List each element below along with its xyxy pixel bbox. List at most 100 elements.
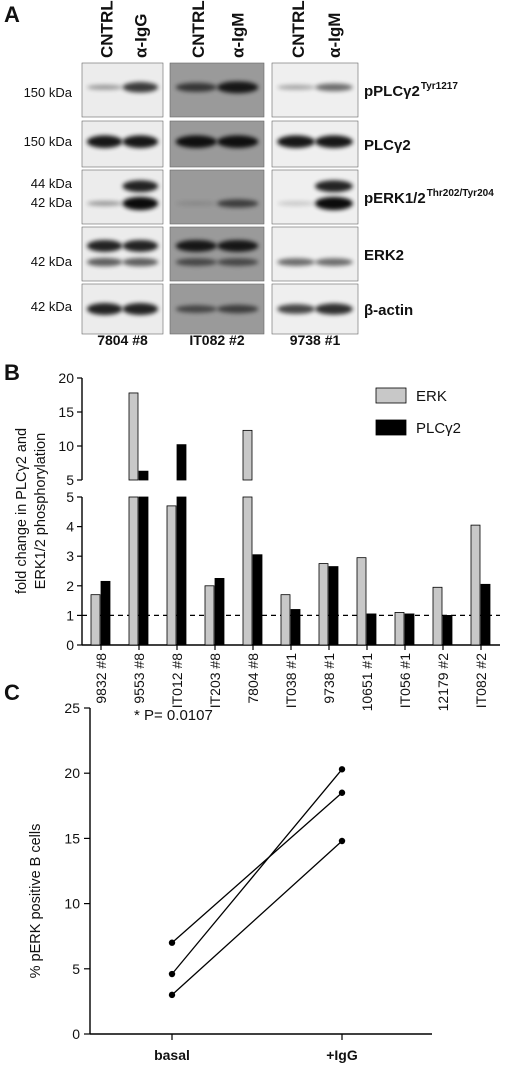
blot-band (175, 258, 218, 266)
protein-label: pPLCγ2 (364, 83, 420, 100)
molecular-weight-label: 150 kDa (24, 134, 73, 149)
blot-band (86, 135, 123, 148)
y-axis-title: % pERK positive B cells (28, 824, 44, 979)
blot-band (315, 180, 353, 193)
chart-c: 0 5 10 15 20 25 basal +IgG % pERK positive B cel… (28, 700, 432, 1063)
bar (366, 613, 377, 646)
data-point (168, 991, 176, 999)
blot-band (217, 81, 259, 94)
lane-label: CNTRL (97, 0, 116, 58)
blot-strip (81, 226, 164, 282)
molecular-weight-label: 42 kDa (31, 299, 73, 314)
blot-area: CNTRL α-IgG 7804 #8 CNTRL α-IgM IT082 #2 CNTRL… (24, 0, 495, 348)
blot-band (315, 258, 353, 266)
blot-band (122, 303, 159, 315)
bar (138, 496, 149, 646)
protein-superscript: Tyr1217 (421, 81, 459, 92)
bar (128, 496, 139, 646)
blot-band (217, 304, 259, 314)
data-point (168, 939, 176, 946)
bar-upper-segment (176, 444, 187, 481)
x-tick-label: basal (154, 1047, 190, 1063)
y-tick-label: 5 (66, 489, 74, 505)
bar (242, 496, 253, 646)
blot-band (315, 196, 353, 211)
protein-label: PLCγ2 (364, 137, 411, 154)
blot-strip (169, 226, 265, 282)
data-point (338, 837, 346, 845)
blot-band (86, 303, 123, 315)
y-tick-label: 0 (72, 1026, 80, 1042)
bar (90, 594, 101, 646)
y-tick-label: 20 (64, 765, 80, 781)
y-tick-label: 1 (66, 607, 74, 623)
blot-band (277, 135, 315, 148)
series-line (171, 792, 343, 944)
blot-band (122, 180, 159, 193)
molecular-weight-label: 150 kDa (24, 85, 73, 100)
molecular-weight-label: 44 kDa (31, 176, 73, 191)
x-tick-label: IT012 #8 (169, 653, 185, 708)
lane-label: α-IgM (325, 13, 344, 58)
axis-break-gap (76, 481, 500, 496)
bar (356, 557, 367, 646)
lane-label: α-IgM (229, 13, 248, 58)
blot-band (86, 84, 123, 90)
data-point (338, 766, 346, 773)
bar (480, 583, 491, 646)
x-tick-label: IT203 #8 (207, 653, 223, 708)
blot-band (122, 82, 159, 93)
blot-band (86, 239, 123, 252)
molecular-weight-label: 42 kDa (31, 195, 73, 210)
legend-label: ERK (416, 388, 447, 405)
bar (328, 566, 339, 646)
y-tick-label: 3 (66, 548, 74, 564)
bar (280, 594, 291, 646)
blot-band (315, 303, 353, 315)
legend-swatch (375, 387, 407, 404)
data-point (338, 789, 346, 796)
x-tick-label: IT056 #1 (397, 653, 413, 708)
legend-label: PLCγ2 (416, 420, 461, 437)
bar (204, 585, 215, 646)
blot-band (86, 257, 123, 267)
legend-swatch (375, 419, 407, 436)
protein-label: ERK2 (364, 247, 404, 264)
panel-c-line-chart: C 0 5 10 15 20 25 basal +IgG % pERK positive B c… (4, 680, 432, 1063)
sample-label: 7804 #8 (97, 332, 148, 348)
bar-upper-segment (128, 392, 139, 481)
panel-a-letter: A (4, 2, 20, 27)
blot-band (122, 239, 159, 252)
lane-label: CNTRL (189, 0, 208, 58)
blot-band (175, 82, 218, 92)
x-tick-label: 9832 #8 (93, 653, 109, 704)
blot-band (277, 258, 315, 266)
y-tick-label: 4 (66, 519, 74, 535)
x-tick-label: 12179 #2 (435, 653, 451, 712)
blot-band (122, 257, 159, 267)
y-tick-label: 15 (64, 830, 80, 846)
x-tick-label: 10651 #1 (359, 653, 375, 712)
x-tick-label: 9738 #1 (321, 653, 337, 704)
y-tick-label: 0 (66, 637, 74, 653)
blot-band (315, 135, 353, 148)
y-tick-label: 2 (66, 578, 74, 594)
sample-label: IT082 #2 (189, 332, 244, 348)
bar (394, 612, 405, 646)
sample-label: 9738 #1 (290, 332, 341, 348)
y-axis-title: fold change in PLCγ2 and (14, 428, 30, 594)
blot-band (277, 200, 315, 206)
x-tick-label: IT038 #1 (283, 653, 299, 708)
blot-band (277, 84, 315, 90)
protein-label: β-actin (364, 302, 413, 319)
x-tick-label: 9553 #8 (131, 653, 147, 704)
bar (432, 586, 443, 646)
panel-c-letter: C (4, 680, 20, 705)
molecular-weight-label: 42 kDa (31, 254, 73, 269)
series-line (171, 768, 343, 975)
blot-band (122, 196, 159, 211)
